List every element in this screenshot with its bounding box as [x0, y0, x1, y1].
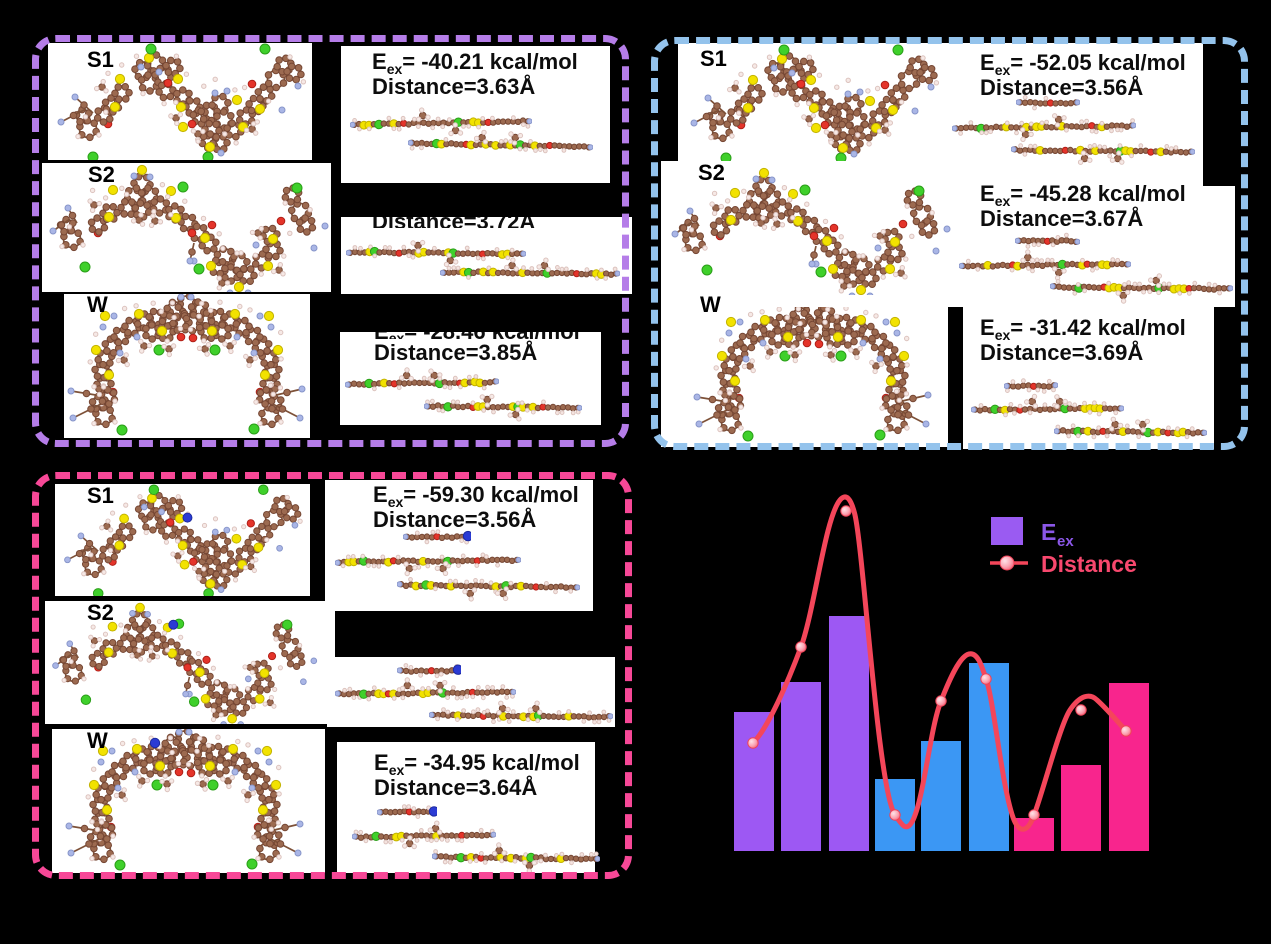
- svg-text:ex: ex: [1057, 533, 1074, 550]
- svg-text:Distance: Distance: [1041, 551, 1137, 577]
- svg-text:E: E: [1041, 519, 1056, 545]
